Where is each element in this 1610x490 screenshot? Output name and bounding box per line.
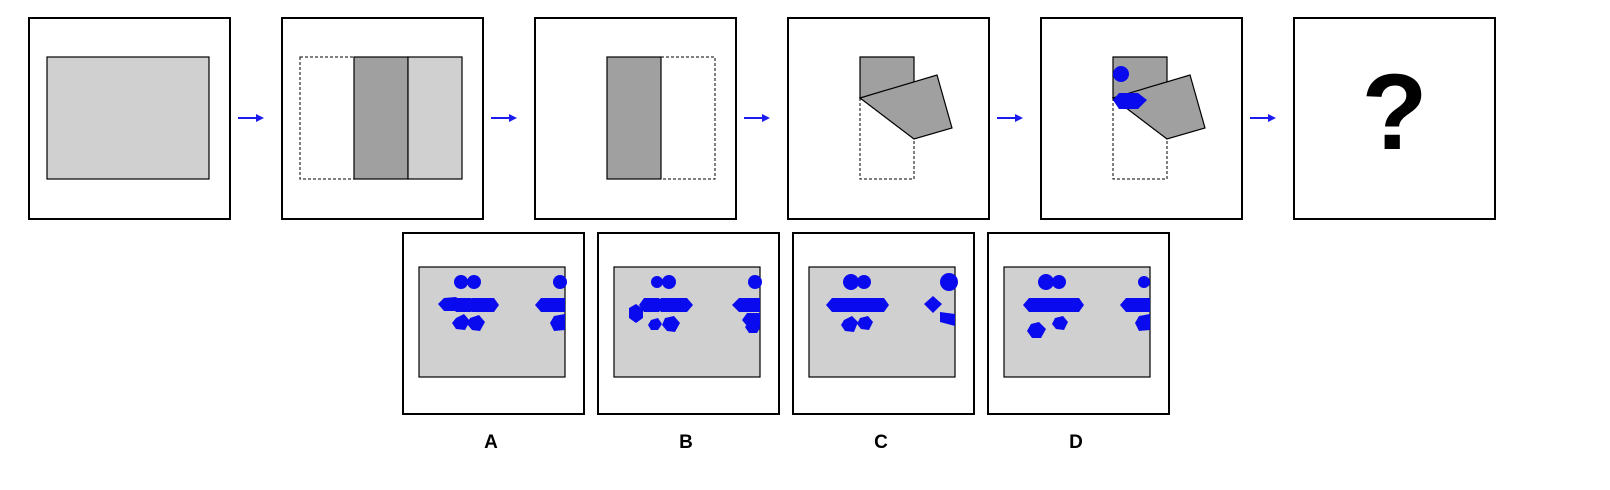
hole-hexagon — [732, 298, 760, 312]
paper-sheet — [1003, 266, 1151, 378]
hole-hexagon — [869, 298, 889, 312]
hole-pattern-right — [535, 275, 567, 331]
previous-outline-dashed — [660, 56, 716, 180]
hole-hexagon — [1135, 314, 1150, 331]
hole-circle — [1138, 276, 1150, 288]
hole-hexagon — [535, 298, 565, 312]
hole-hexagon — [669, 298, 693, 312]
option-a-drawing — [418, 266, 567, 378]
hole-hexagon — [662, 316, 680, 332]
hole-hexagon — [857, 316, 873, 330]
option-c-label: C — [874, 432, 888, 453]
hole-pattern-left — [438, 275, 499, 331]
step-4-drawing — [858, 56, 953, 180]
option-a-panel[interactable] — [402, 232, 585, 415]
step-5-drawing — [1111, 56, 1206, 180]
hole-pattern-left — [1023, 274, 1084, 338]
hole-hexagon — [550, 314, 565, 331]
step-2-panel — [281, 17, 484, 220]
option-d-label: D — [1069, 432, 1083, 453]
option-c-panel[interactable] — [792, 232, 975, 415]
hole-circle — [662, 275, 676, 289]
hole-pattern-left — [826, 274, 889, 332]
hole-hexagon — [940, 312, 955, 326]
arrow-icon — [997, 114, 1023, 122]
step-2-drawing — [299, 56, 463, 180]
option-a-label: A — [484, 432, 498, 453]
option-b-label: B — [679, 432, 693, 453]
hole-hexagon — [1027, 322, 1046, 338]
hole-circle — [1052, 275, 1066, 289]
step-3-panel — [534, 17, 737, 220]
step-4-panel — [787, 17, 990, 220]
punched-hole-circle — [1113, 66, 1129, 82]
step-3-drawing — [606, 56, 716, 180]
hole-pattern-right — [924, 273, 958, 326]
paper-sheet — [46, 56, 210, 180]
hole-hexagon — [1064, 298, 1084, 312]
folded-triangle-flap — [858, 74, 953, 140]
hole-hexagon — [1120, 298, 1150, 312]
folded-triangle-flap — [1111, 74, 1206, 140]
hole-hexagon — [1052, 316, 1068, 330]
hole-hexagon — [745, 320, 760, 333]
hole-hexagon — [648, 318, 662, 330]
hole-hexagon — [629, 304, 643, 323]
hole-circle — [651, 276, 663, 288]
step-1-drawing — [46, 56, 210, 180]
paper-sheet — [613, 266, 761, 378]
punched-hole-hexagon — [1113, 93, 1147, 109]
hole-circle — [1038, 274, 1054, 290]
option-c-drawing — [808, 266, 958, 378]
hole-circle — [857, 275, 871, 289]
hole-pattern-left — [629, 275, 693, 332]
step-1-panel — [28, 17, 231, 220]
arrow-icon — [744, 114, 770, 122]
hole-circle — [843, 274, 859, 290]
hole-circle — [553, 275, 567, 289]
hole-pattern-right — [1120, 276, 1150, 331]
option-b-drawing — [613, 266, 762, 378]
hole-circle — [454, 275, 468, 289]
arrow-icon — [1250, 114, 1276, 122]
paper-sheet — [808, 266, 956, 378]
hole-hexagon — [467, 315, 485, 331]
question-mark: ? — [1361, 51, 1428, 172]
hole-hexagon — [479, 298, 499, 312]
question-panel: ? — [1293, 17, 1496, 220]
hole-circle — [748, 275, 762, 289]
paper-sheet — [418, 266, 566, 378]
hole-hexagon — [841, 316, 858, 332]
hole-circle — [940, 273, 958, 291]
option-b-panel[interactable] — [597, 232, 780, 415]
hole-pattern-right — [732, 275, 762, 333]
option-d-drawing — [1003, 266, 1151, 378]
hole-hexagon — [452, 314, 470, 330]
folded-flap — [353, 56, 409, 180]
arrow-icon — [491, 114, 517, 122]
hole-circle — [467, 275, 481, 289]
paper-remaining — [407, 56, 463, 180]
folded-strip — [606, 56, 662, 180]
arrow-icon — [238, 114, 264, 122]
hole-diamond — [924, 296, 942, 313]
step-5-panel — [1040, 17, 1243, 220]
option-d-panel[interactable] — [987, 232, 1170, 415]
